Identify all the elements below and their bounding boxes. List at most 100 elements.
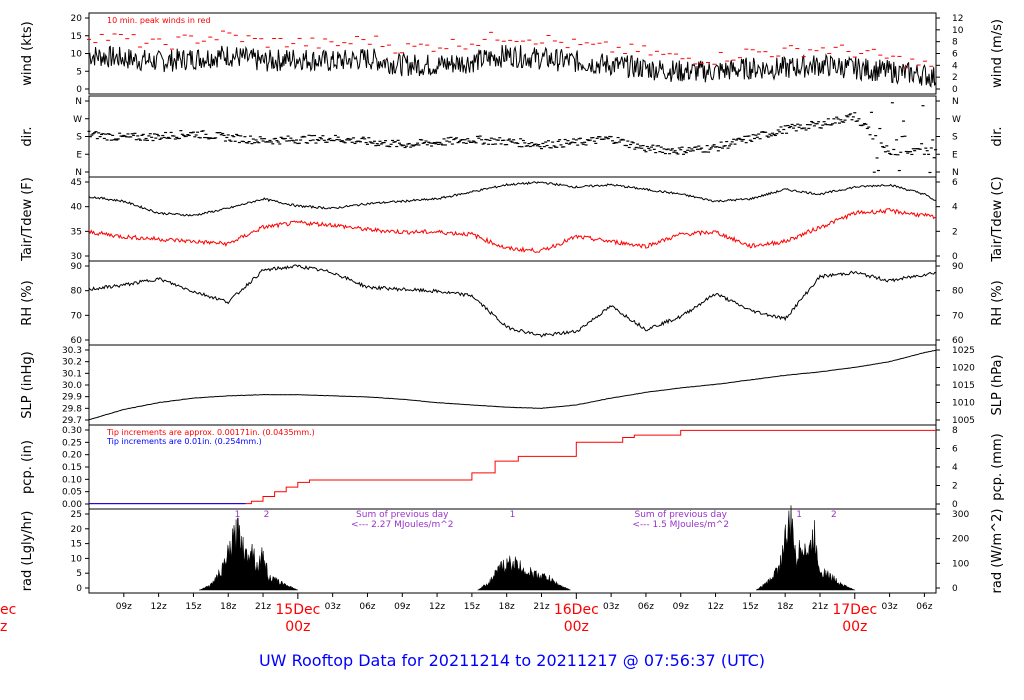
panel-rad: rad (Lgly/hr) rad (W/m^2) 0 5 10 15 20 25 0 100 20… (20, 505, 1005, 594)
y-tick-label-right: 0 (952, 500, 958, 510)
y-tick-label-right: 1010 (952, 399, 975, 409)
x-tick-label: 03z (603, 602, 619, 612)
y-tick-label-left: 0.15 (62, 463, 82, 473)
y-label-left: RH (%) (20, 280, 35, 325)
y-tick-label-left: 60 (71, 336, 83, 346)
y-label-left: dir. (20, 126, 35, 146)
y-tick-label-left: 0 (76, 85, 82, 95)
y-tick-label-left: 0.20 (62, 451, 82, 461)
y-tick-label-left: 80 (71, 287, 83, 297)
y-tick-label-right: 300 (952, 510, 969, 520)
x-day-label: 17Dec (832, 602, 877, 618)
y-tick-label-right: 12 (952, 14, 963, 24)
x-tick-label: 06z (638, 602, 654, 612)
y-tick-label-left: 5 (76, 67, 82, 77)
x-day-label: 16Dec (554, 602, 599, 618)
y-tick-label-left: 70 (71, 311, 83, 321)
x-day-hour: 00z (285, 619, 310, 635)
x-tick-label: 09z (673, 602, 689, 612)
y-tick-label-left: 40 (71, 203, 83, 213)
panel-frame-dir (88, 95, 937, 178)
panel-frame-wind (88, 12, 937, 95)
y-tick-label-left: 15 (71, 540, 82, 550)
x-axis: 09z 12z 15z 18z 21z 03z 06z 09z 12z 15z 18z 21z 03z 0… (0, 593, 933, 635)
y-label-right: rad (W/m^2) (990, 509, 1005, 594)
y-tick-label-left: 30 (71, 252, 83, 262)
y-label-left: pcp. (in) (20, 440, 35, 494)
y-tick-label-left: 10 (71, 50, 83, 60)
y-tick-label-left: 30.1 (62, 369, 82, 379)
y-tick-label-right: 60 (952, 336, 964, 346)
chart-panels: wind (kts) wind (m/s)0510152002468101210 … (20, 12, 1005, 594)
y-tick-label-right: 8 (952, 426, 958, 436)
y-tick-label-right: 6 (952, 178, 958, 188)
y-tick-label-right: 2 (952, 73, 958, 83)
peak-note: 10 min. peak winds in red (107, 16, 211, 25)
rad-sum-value: <--- 1.5 MJoules/m^2 (632, 520, 729, 530)
x-day-hour: 00z (842, 619, 867, 635)
y-tick-label-right: 1020 (952, 364, 975, 374)
y-tick-label-left: 30.0 (62, 381, 82, 391)
rad-area (755, 505, 856, 591)
series-wind (88, 45, 936, 88)
y-label-left: wind (kts) (20, 21, 35, 85)
y-label-right: wind (m/s) (990, 19, 1005, 88)
rad-marker: 1 (235, 510, 241, 520)
rad-sum-label: Sum of previous day (356, 510, 449, 520)
y-label-right: RH (%) (990, 280, 1005, 325)
x-tick-label: 21z (812, 602, 828, 612)
panel-temp: Tair/Tdew (F) Tair/Tdew (C) 30 35 40 45 0 2 4 6 (20, 176, 1005, 262)
y-tick-label-left: 0.30 (62, 426, 82, 436)
y-tick-label-left: 29.9 (62, 393, 82, 403)
series-rad (199, 505, 856, 591)
y-label-left: rad (Lgly/hr) (20, 511, 35, 592)
y-tick-label-left: S (76, 133, 82, 143)
panel-slp: SLP (inHg) SLP (hPa)29.729.829.930.030.13… (20, 344, 1005, 426)
y-tick-label-left: 0 (76, 584, 82, 594)
y-tick-label-right: 6 (952, 445, 958, 455)
y-tick-label-left: 15 (71, 32, 82, 42)
y-tick-label-right: 1025 (952, 346, 975, 356)
y-tick-label-right: 200 (952, 535, 969, 545)
y-tick-label-right: 0 (952, 584, 958, 594)
x-edge-day-label: ec (0, 602, 16, 618)
y-tick-label-left: 0.10 (62, 475, 82, 485)
y-tick-label-left: 0.00 (62, 500, 82, 510)
y-label-left: Tair/Tdew (F) (20, 177, 35, 262)
rad-sum-value: <--- 2.27 MJoules/m^2 (351, 520, 453, 530)
y-tick-label-left: 29.8 (62, 404, 82, 414)
x-tick-label: 03z (325, 602, 341, 612)
y-tick-label-right: 2 (952, 482, 958, 492)
y-tick-label-left: 25 (71, 510, 82, 520)
y-tick-label-left: 10 (71, 554, 83, 564)
x-tick-label: 21z (533, 602, 549, 612)
y-tick-label-right: 0 (952, 85, 958, 95)
y-tick-label-right: 70 (952, 311, 964, 321)
x-edge-hour-label: z (0, 619, 7, 635)
y-tick-label-right: N (952, 168, 959, 178)
y-tick-label-right: 6 (952, 50, 958, 60)
x-tick-label: 15z (742, 602, 758, 612)
y-tick-label-right: 4 (952, 61, 958, 71)
series-pcp-fine (89, 429, 936, 505)
y-tick-label-left: 30.3 (62, 346, 82, 356)
x-tick-label: 18z (777, 602, 793, 612)
y-tick-label-right: 2 (952, 227, 958, 237)
y-tick-label-left: 20 (71, 525, 83, 535)
series-dir (87, 102, 938, 174)
x-tick-label: 09z (116, 602, 132, 612)
panel-rh: RH (%) RH (%) 60 70 80 90 60 70 80 90 (20, 260, 1005, 346)
y-tick-label-right: 1005 (952, 416, 975, 426)
series-tdew (88, 208, 937, 254)
y-tick-label-left: 30.2 (62, 358, 82, 368)
rad-area (477, 555, 571, 591)
rad-marker: 2 (831, 510, 837, 520)
rad-marker: 2 (264, 510, 270, 520)
y-tick-label-right: 90 (952, 262, 964, 272)
y-tick-label-right: 80 (952, 287, 964, 297)
y-label-right: dir. (990, 126, 1005, 146)
x-tick-label: 21z (255, 602, 271, 612)
pcp-note-fine: Tip increments are approx. 0.00171in. (0… (106, 428, 315, 437)
